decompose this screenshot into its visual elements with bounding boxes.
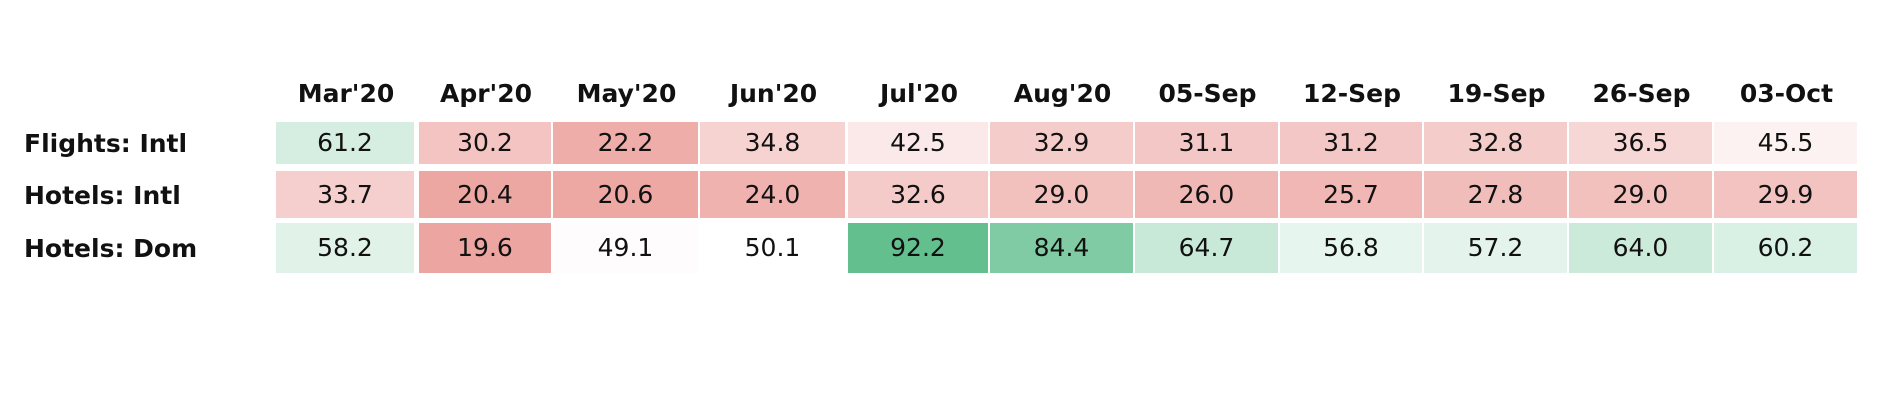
row-label: Flights: Intl — [24, 129, 188, 158]
heatmap-cell: 20.4 — [419, 171, 551, 218]
column-header: 19-Sep — [1447, 79, 1546, 108]
heatmap-cell: 64.7 — [1135, 223, 1278, 273]
row-label: Hotels: Dom — [24, 234, 198, 263]
heatmap-cell: 32.9 — [990, 122, 1133, 164]
heatmap-cell: 31.2 — [1280, 122, 1422, 164]
heatmap-cell: 20.6 — [553, 171, 698, 218]
heatmap-cell: 26.0 — [1135, 171, 1278, 218]
heatmap-cell: 34.8 — [700, 122, 845, 164]
heatmap-cell: 25.7 — [1280, 171, 1422, 218]
column-header: Aug'20 — [1013, 79, 1112, 108]
row-label: Hotels: Intl — [24, 181, 181, 210]
heatmap-cell: 24.0 — [700, 171, 845, 218]
heatmap-cell: 36.5 — [1569, 122, 1712, 164]
heatmap-cell: 27.8 — [1424, 171, 1567, 218]
column-header: 03-Oct — [1739, 79, 1834, 108]
column-header: Jun'20 — [729, 79, 818, 108]
heatmap-cell: 50.1 — [700, 223, 845, 273]
heatmap-cell: 19.6 — [419, 223, 551, 273]
heatmap-cell: 49.1 — [553, 223, 698, 273]
column-header: Jul'20 — [879, 79, 959, 108]
heatmap-cell: 32.8 — [1424, 122, 1567, 164]
heatmap-cell: 58.2 — [276, 223, 414, 273]
column-header: Apr'20 — [439, 79, 533, 108]
heatmap-cell: 84.4 — [990, 223, 1133, 273]
heatmap-cell: 33.7 — [276, 171, 414, 218]
heatmap-cell: 57.2 — [1424, 223, 1567, 273]
heatmap-cell: 30.2 — [419, 122, 551, 164]
column-header: 26-Sep — [1592, 79, 1691, 108]
heatmap-cell: 32.6 — [848, 171, 988, 218]
column-header: Mar'20 — [297, 79, 395, 108]
heatmap-cell: 60.2 — [1714, 223, 1857, 273]
column-header: May'20 — [576, 79, 677, 108]
heatmap-cell: 29.9 — [1714, 171, 1857, 218]
heatmap-cell: 92.2 — [848, 223, 988, 273]
heatmap-cell: 29.0 — [1569, 171, 1712, 218]
heatmap-cell: 29.0 — [990, 171, 1133, 218]
heatmap-cell: 64.0 — [1569, 223, 1712, 273]
heatmap-cell: 42.5 — [848, 122, 988, 164]
heatmap-cell: 31.1 — [1135, 122, 1278, 164]
heatmap-cell: 22.2 — [553, 122, 698, 164]
heatmap-cell: 45.5 — [1714, 122, 1857, 164]
column-header: 05-Sep — [1158, 79, 1257, 108]
column-header: 12-Sep — [1302, 79, 1402, 108]
heatmap-cell: 56.8 — [1280, 223, 1422, 273]
heatmap-cell: 61.2 — [276, 122, 414, 164]
